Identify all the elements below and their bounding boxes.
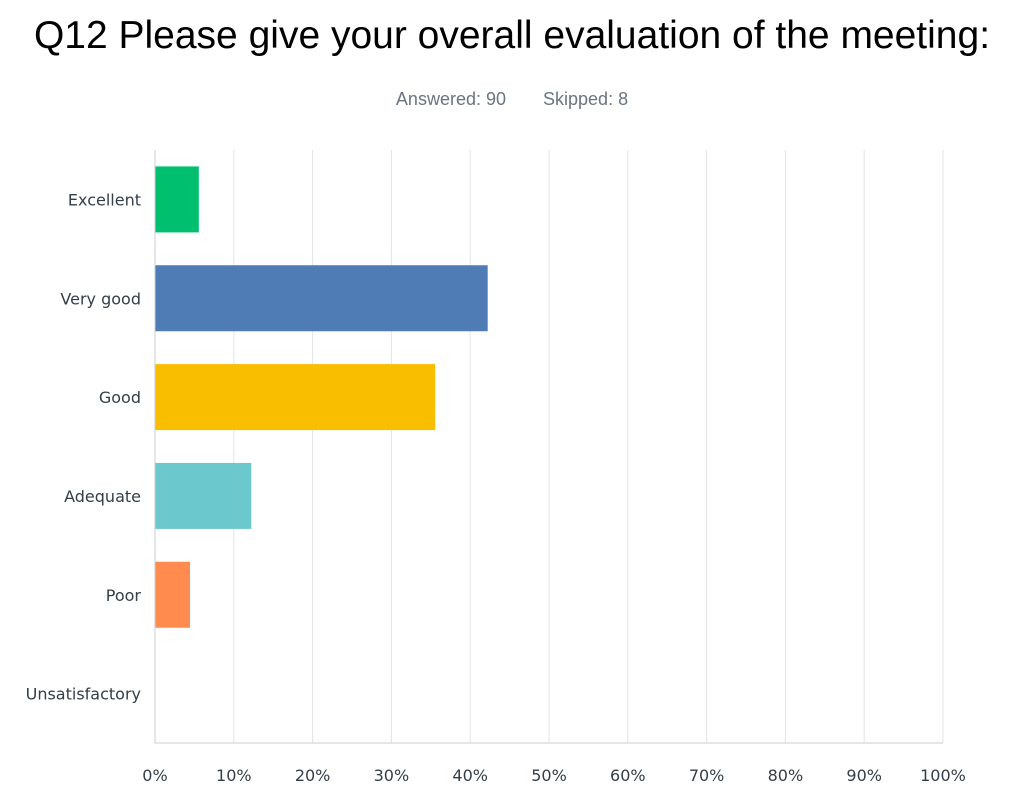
- category-label: Unsatisfactory: [26, 685, 141, 704]
- tick-label: 100%: [920, 766, 966, 785]
- bar[interactable]: [155, 462, 252, 529]
- tick-label: 0%: [142, 766, 167, 785]
- bar[interactable]: [155, 265, 488, 332]
- category-labels: Excellent Very good Good Adequate Poor Unsati…: [26, 190, 142, 703]
- page-title: Q12 Please give your overall evaluation …: [33, 14, 991, 57]
- response-stats: Answered: 90 Skipped: 8: [0, 89, 1024, 110]
- bar[interactable]: [155, 364, 436, 431]
- tick-label: 30%: [374, 766, 410, 785]
- category-label: Excellent: [68, 190, 141, 209]
- tick-label: 60%: [610, 766, 646, 785]
- tick-label: 40%: [452, 766, 488, 785]
- skipped-count: Skipped: 8: [543, 89, 629, 109]
- bar[interactable]: [155, 166, 199, 233]
- axes: [154, 150, 943, 744]
- tick-label: 70%: [689, 766, 725, 785]
- tick-label: 20%: [295, 766, 331, 785]
- tick-label: 80%: [768, 766, 804, 785]
- tick-label: 50%: [531, 766, 567, 785]
- tick-labels: 0% 10% 20% 30% 40% 50% 60% 70% 80% 90% 100%: [142, 766, 966, 785]
- tick-label: 90%: [846, 766, 882, 785]
- answered-count: Answered: 90: [395, 89, 506, 109]
- category-label: Very good: [60, 289, 141, 308]
- bar[interactable]: [155, 561, 190, 628]
- category-label: Adequate: [64, 487, 141, 506]
- tick-label: 10%: [216, 766, 252, 785]
- category-label: Poor: [106, 586, 142, 605]
- grid-lines: [233, 150, 944, 743]
- category-label: Good: [99, 388, 141, 407]
- bars: [155, 166, 488, 628]
